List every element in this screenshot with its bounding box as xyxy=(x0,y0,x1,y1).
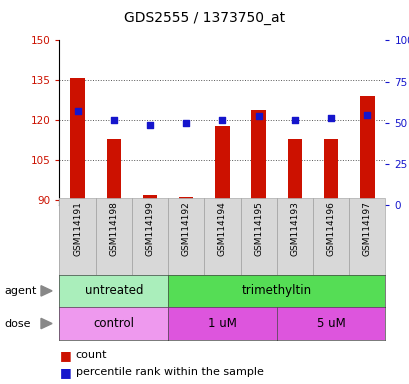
Text: control: control xyxy=(93,317,134,330)
FancyBboxPatch shape xyxy=(240,198,276,275)
Polygon shape xyxy=(41,318,52,329)
Bar xyxy=(287,139,301,200)
FancyBboxPatch shape xyxy=(132,198,168,275)
Point xyxy=(255,113,261,119)
Text: GSM114199: GSM114199 xyxy=(145,202,154,257)
Text: 5 uM: 5 uM xyxy=(316,317,345,330)
Text: count: count xyxy=(76,350,107,360)
FancyBboxPatch shape xyxy=(312,198,348,275)
FancyBboxPatch shape xyxy=(95,198,132,275)
FancyBboxPatch shape xyxy=(168,198,204,275)
Bar xyxy=(106,139,121,200)
Text: GSM114196: GSM114196 xyxy=(326,202,335,257)
FancyBboxPatch shape xyxy=(59,198,95,275)
Text: GSM114193: GSM114193 xyxy=(290,202,299,257)
Point xyxy=(74,108,81,114)
Text: ■: ■ xyxy=(59,366,71,379)
Point xyxy=(146,121,153,127)
Text: agent: agent xyxy=(4,286,36,296)
Text: GSM114192: GSM114192 xyxy=(181,202,190,257)
Bar xyxy=(359,96,373,200)
Text: untreated: untreated xyxy=(84,285,143,297)
FancyBboxPatch shape xyxy=(276,198,312,275)
Bar xyxy=(215,126,229,200)
Bar xyxy=(70,78,85,200)
Text: GDS2555 / 1373750_at: GDS2555 / 1373750_at xyxy=(124,11,285,25)
Text: GSM114195: GSM114195 xyxy=(254,202,263,257)
Point xyxy=(110,116,117,122)
Point xyxy=(363,112,370,118)
Bar xyxy=(251,109,265,200)
Text: GSM114194: GSM114194 xyxy=(218,202,226,257)
Bar xyxy=(323,139,337,200)
Point xyxy=(327,115,334,121)
Bar xyxy=(142,195,157,200)
Point xyxy=(291,116,297,122)
Polygon shape xyxy=(41,286,52,296)
Text: ■: ■ xyxy=(59,349,71,362)
Text: dose: dose xyxy=(4,318,31,329)
Point xyxy=(182,120,189,126)
FancyBboxPatch shape xyxy=(204,198,240,275)
FancyBboxPatch shape xyxy=(348,198,384,275)
Text: GSM114197: GSM114197 xyxy=(362,202,371,257)
Point xyxy=(218,116,225,122)
Text: trimethyltin: trimethyltin xyxy=(241,285,311,297)
Text: GSM114191: GSM114191 xyxy=(73,202,82,257)
Text: GSM114198: GSM114198 xyxy=(109,202,118,257)
Text: percentile rank within the sample: percentile rank within the sample xyxy=(76,367,263,377)
Bar xyxy=(178,197,193,200)
Text: 1 uM: 1 uM xyxy=(207,317,236,330)
